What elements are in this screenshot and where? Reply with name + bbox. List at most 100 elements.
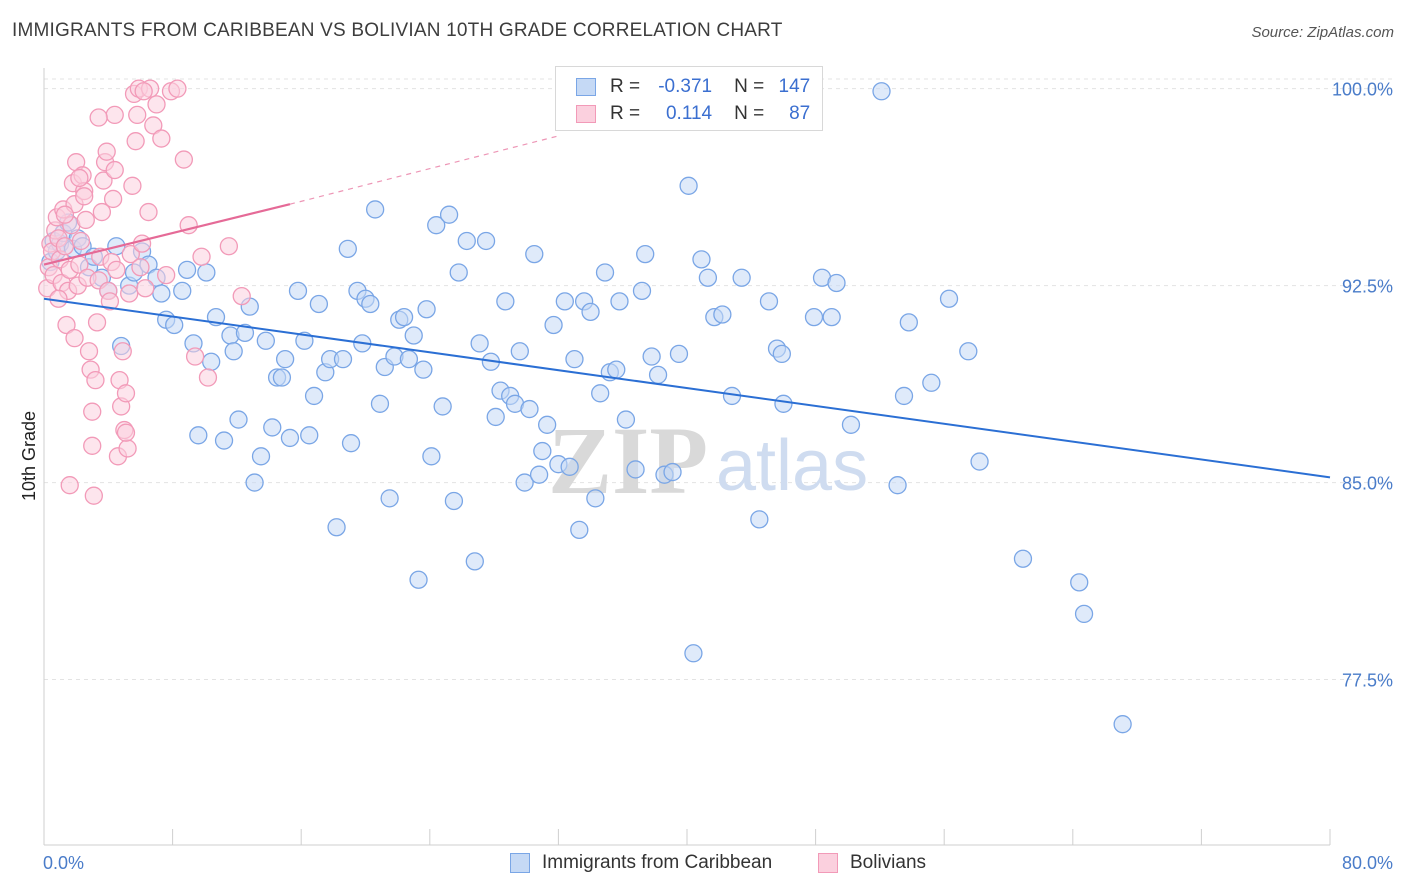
legend-item-caribbean: Immigrants from Caribbean: [510, 852, 772, 874]
x-tick-label-max: 80.0%: [1342, 853, 1393, 873]
caribbean-point: [922, 373, 941, 392]
caribbean-point: [214, 431, 234, 450]
caribbean-point: [692, 250, 711, 269]
bolivian-point: [174, 150, 194, 169]
bolivian-point: [113, 342, 132, 361]
y-tick-label: 92.5%: [1342, 277, 1393, 297]
y-tick-label: 77.5%: [1342, 671, 1393, 691]
caribbean-point: [486, 407, 505, 427]
chart-title: IMMIGRANTS FROM CARIBBEAN VS BOLIVIAN 10…: [12, 20, 783, 41]
caribbean-point: [309, 294, 329, 314]
caribbean-point: [581, 302, 600, 322]
caribbean-point: [197, 263, 216, 282]
legend-label-bolivian: Bolivians: [850, 852, 927, 873]
caribbean-point: [177, 260, 197, 280]
axes: [43, 68, 1331, 846]
caribbean-point: [465, 552, 484, 571]
bolivian-point: [120, 284, 139, 303]
n-value-bolivian: 87: [789, 103, 811, 124]
bolivian-point: [60, 476, 79, 495]
bolivian-point: [71, 231, 91, 251]
caribbean-point: [152, 284, 171, 303]
caribbean-point: [288, 281, 308, 301]
caribbean-point: [632, 281, 652, 301]
caribbean-point: [648, 365, 668, 385]
bolivian-point: [116, 423, 136, 442]
y-tick-label: 100.0%: [1332, 80, 1393, 100]
caribbean-point: [732, 268, 751, 287]
caribbean-point: [251, 447, 271, 466]
bolivian-point: [89, 108, 108, 127]
bolivian-point: [94, 171, 113, 190]
caribbean-point: [970, 452, 989, 471]
caribbean-point: [457, 231, 476, 251]
bolivian-point: [86, 371, 105, 390]
caribbean-point: [533, 441, 552, 461]
bolivian-point: [105, 160, 124, 180]
y-tick-labels: 100.0% 92.5% 85.0% 77.5%: [1332, 80, 1393, 691]
caribbean-point: [872, 82, 891, 101]
caribbean-swatch: [576, 78, 596, 96]
n-value-caribbean: 147: [778, 76, 811, 97]
caribbean-point: [263, 418, 282, 437]
bolivian-point: [55, 237, 75, 256]
bolivian-point: [70, 168, 89, 188]
caribbean-point: [235, 323, 255, 343]
caribbean-point: [565, 349, 584, 369]
r-value-bolivian: 0.114: [665, 103, 713, 124]
caribbean-point: [338, 239, 357, 258]
caribbean-point: [510, 342, 529, 361]
caribbean-point: [772, 344, 791, 364]
trend-line-bolivian: [43, 203, 291, 266]
y-tick-label: 85.0%: [1342, 474, 1393, 494]
caribbean-point: [591, 384, 610, 403]
bolivian-point: [198, 368, 218, 387]
caribbean-point: [245, 473, 264, 492]
bolivian-point: [185, 347, 205, 366]
caribbean-point: [427, 216, 446, 235]
caribbean-point: [272, 368, 292, 387]
caribbean-point: [449, 263, 468, 282]
caribbean-point: [607, 360, 626, 379]
bolivian-point: [83, 402, 102, 421]
bolivian-point: [128, 105, 147, 125]
bolivian-point: [152, 129, 171, 148]
caribbean-point: [1013, 549, 1033, 568]
caribbean-point: [713, 305, 732, 324]
bolivian-point: [132, 234, 152, 253]
bolivian-point: [126, 132, 145, 151]
bolivian-point: [131, 258, 150, 277]
legend-row-bolivian: R = 0.114 N = 87: [576, 101, 810, 127]
bolivian-swatch: [576, 105, 596, 123]
bolivian-point: [144, 116, 163, 135]
n-label: N =: [734, 76, 765, 97]
caribbean-point: [560, 457, 579, 476]
caribbean-point: [586, 489, 605, 508]
bolivian-point: [55, 205, 75, 224]
caribbean-point: [394, 307, 414, 327]
caribbean-point: [496, 292, 515, 311]
caribbean-point: [275, 349, 295, 369]
bolivian-point: [79, 342, 99, 361]
bolivian-point: [118, 439, 137, 458]
caribbean-point: [515, 473, 534, 492]
bolivian-point: [168, 79, 187, 98]
caribbean-point: [333, 349, 353, 369]
caribbean-point: [433, 397, 452, 416]
caribbean-point: [341, 434, 361, 453]
caribbean-point: [370, 394, 390, 413]
caribbean-point: [165, 315, 184, 335]
caribbean-point: [280, 428, 300, 448]
caribbean-point: [1074, 604, 1094, 624]
caribbean-point: [570, 520, 589, 540]
r-label: R =: [610, 76, 641, 97]
legend-label-caribbean: Immigrants from Caribbean: [542, 852, 773, 873]
caribbean-point: [894, 386, 914, 406]
caribbean-point: [173, 281, 192, 301]
caribbean-point: [636, 244, 655, 264]
caribbean-point: [256, 331, 275, 350]
x-tick-label-min: 0.0%: [43, 853, 84, 873]
trend-line-bolivian-extension: [289, 135, 559, 205]
caribbean-point: [327, 518, 346, 537]
caribbean-point: [669, 344, 689, 364]
